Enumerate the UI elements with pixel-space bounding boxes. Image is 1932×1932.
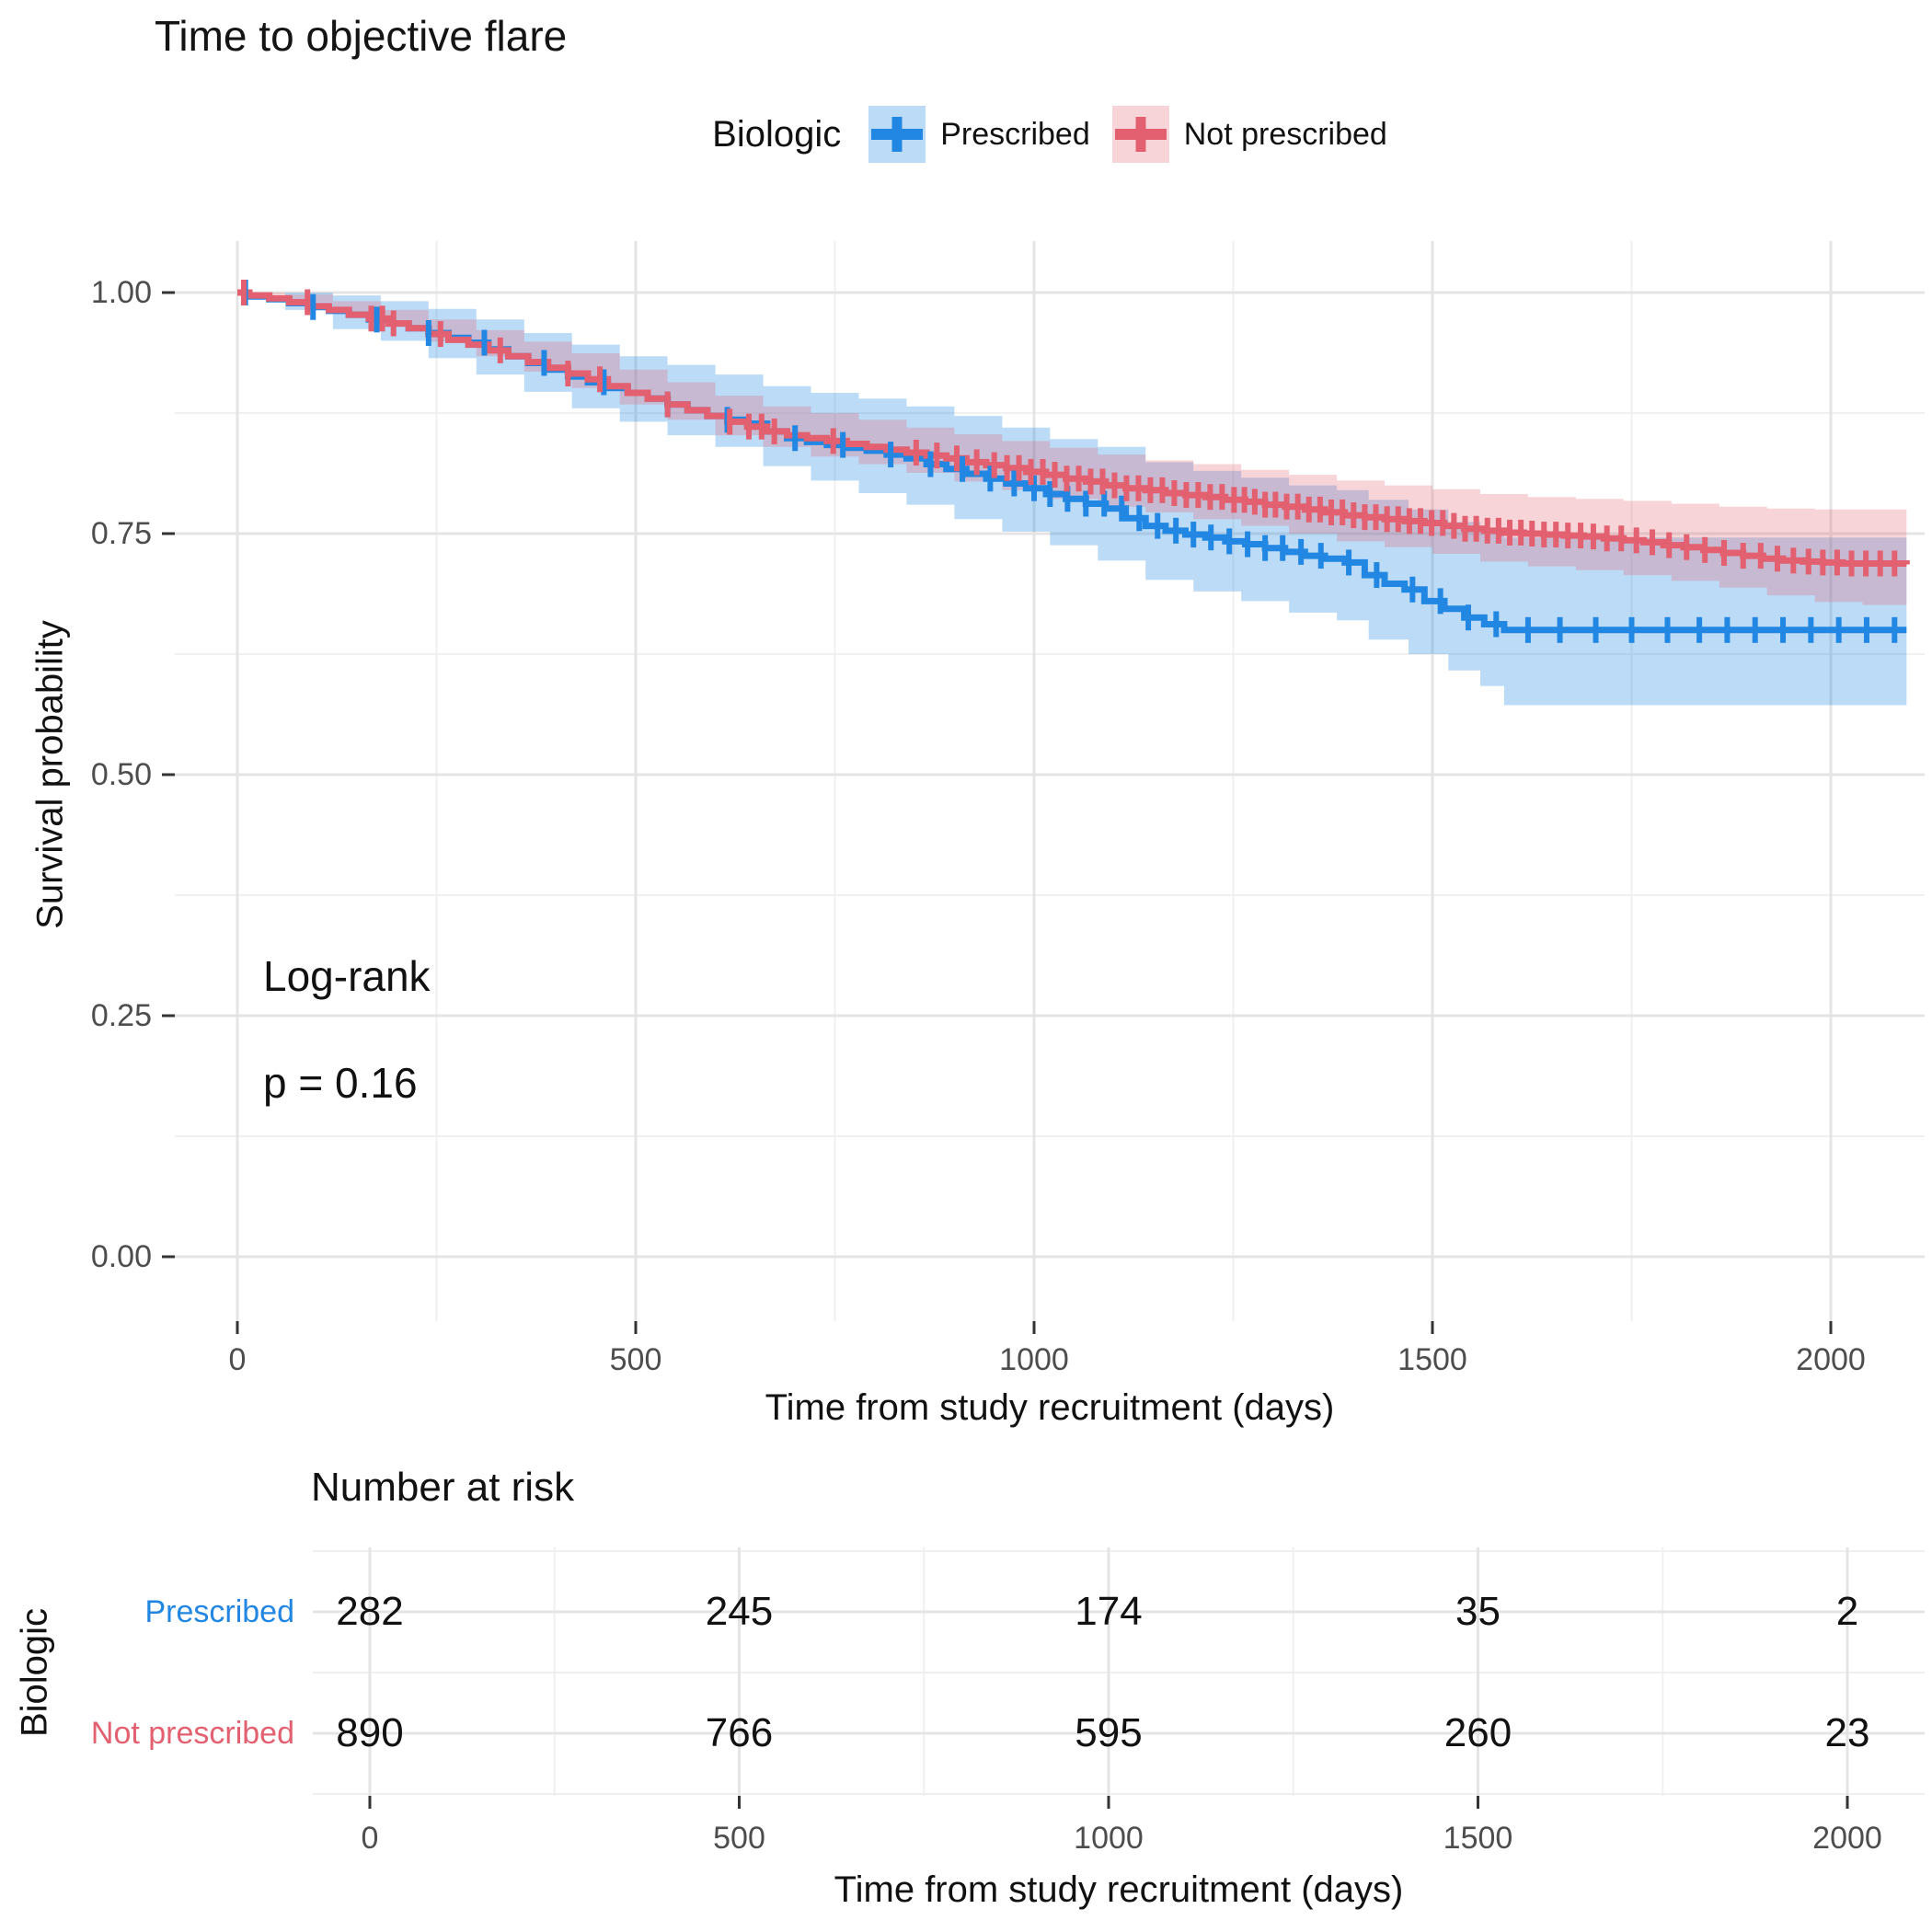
- y-tick-label: 0.00: [90, 1239, 152, 1274]
- x-tick-label: 1500: [1397, 1342, 1467, 1377]
- logrank-label: Log-rank: [263, 952, 431, 1000]
- legend-item-prescribed: Prescribed: [868, 106, 1090, 163]
- prescribed-key-icon: [868, 106, 926, 163]
- risk-x-tick-label: 0: [361, 1821, 379, 1856]
- legend: Biologic Prescribed Not prescribed: [175, 101, 1925, 167]
- risk-x-tick-label: 1000: [1074, 1821, 1144, 1856]
- risk-table-title: Number at risk: [311, 1465, 575, 1510]
- risk-table-y-axis-title: Biologic: [14, 1607, 55, 1738]
- risk-count: 23: [1824, 1710, 1870, 1755]
- legend-title: Biologic: [712, 113, 842, 155]
- y-tick-label: 0.25: [90, 998, 152, 1033]
- risk-row-label-prescribed: Prescribed: [144, 1594, 294, 1629]
- x-tick-label: 1000: [999, 1342, 1069, 1377]
- risk-x-axis-title: Time from study recruitment (days): [834, 1869, 1404, 1910]
- y-tick-label: 1.00: [90, 275, 152, 310]
- risk-count: 890: [336, 1710, 404, 1755]
- y-tick-label: 0.75: [90, 516, 152, 551]
- legend-item-not-prescribed: Not prescribed: [1111, 106, 1387, 163]
- x-tick-label: 2000: [1796, 1342, 1866, 1377]
- risk-row-label-not-prescribed: Not prescribed: [90, 1716, 294, 1751]
- y-tick-label: 0.50: [90, 757, 152, 792]
- legend-label-not-prescribed: Not prescribed: [1183, 116, 1387, 152]
- x-tick-label: 0: [228, 1342, 247, 1377]
- risk-count: 282: [336, 1589, 404, 1634]
- risk-count: 35: [1455, 1589, 1501, 1634]
- survival-curve-not-prescribed: [237, 289, 1910, 567]
- legend-label-prescribed: Prescribed: [940, 116, 1090, 152]
- x-axis-title: Time from study recruitment (days): [765, 1387, 1335, 1428]
- not-prescribed-key-icon: [1111, 106, 1169, 163]
- page-title: Time to objective flare: [155, 12, 568, 60]
- risk-count: 2: [1835, 1589, 1859, 1634]
- x-tick-label: 500: [609, 1342, 662, 1377]
- risk-count: 245: [705, 1589, 774, 1634]
- risk-count: 595: [1075, 1710, 1143, 1755]
- p-value-label: p = 0.16: [263, 1059, 418, 1107]
- risk-count: 260: [1443, 1710, 1512, 1755]
- risk-x-tick-label: 1500: [1443, 1821, 1513, 1856]
- risk-count: 174: [1075, 1589, 1143, 1634]
- risk-count: 766: [705, 1710, 774, 1755]
- risk-x-tick-label: 500: [713, 1821, 765, 1856]
- risk-x-tick-label: 2000: [1812, 1821, 1882, 1856]
